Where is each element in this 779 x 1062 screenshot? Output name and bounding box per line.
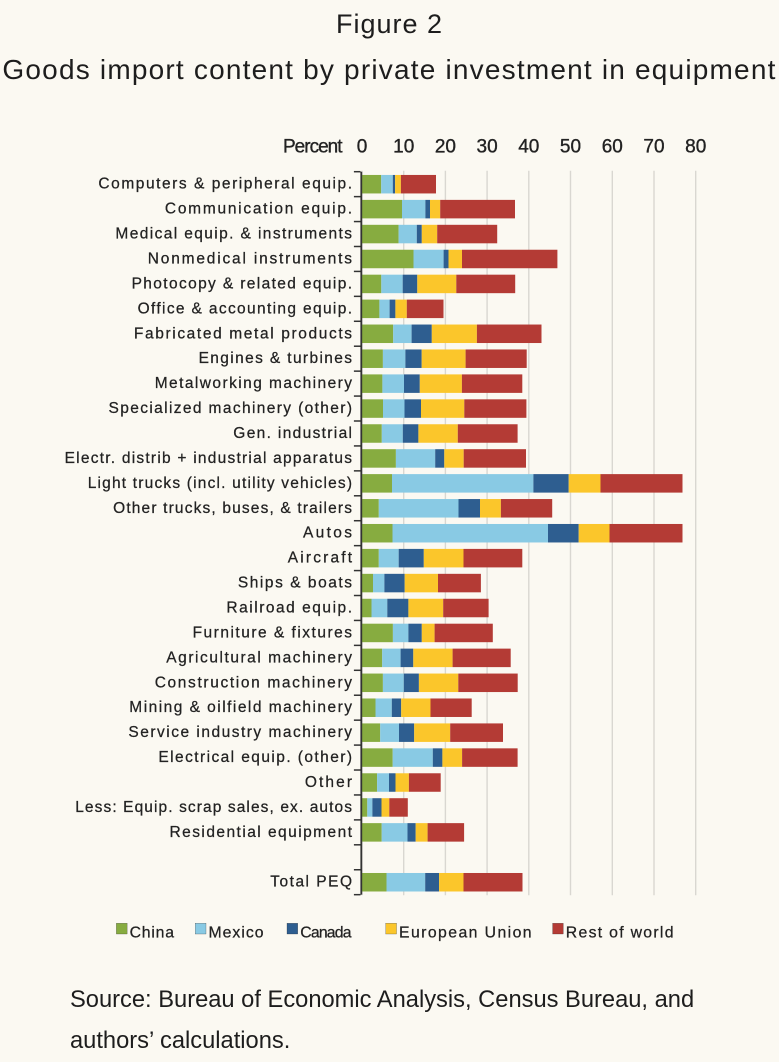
svg-text:Gen. industrial: Gen. industrial [233,425,352,442]
svg-text:Canada: Canada [300,924,352,941]
svg-text:Fabricated metal products: Fabricated metal products [134,325,352,342]
svg-text:Computers & peripheral equip.: Computers & peripheral equip. [98,176,352,193]
svg-text:20: 20 [435,137,456,158]
svg-text:Medical equip. & instruments: Medical equip. & instruments [115,226,352,243]
svg-text:Service industry machinery: Service industry machinery [128,724,352,741]
svg-text:Engines & turbines: Engines & turbines [199,350,353,367]
svg-text:Communication equip.: Communication equip. [165,201,352,218]
svg-text:30: 30 [477,137,498,158]
svg-text:Electr. distrib + industrial a: Electr. distrib + industrial apparatus [65,450,353,467]
svg-text:Total PEQ: Total PEQ [270,874,352,891]
svg-text:Construction machinery: Construction machinery [155,674,353,691]
svg-text:Other: Other [305,774,352,791]
svg-text:Specialized machinery (other): Specialized machinery (other) [109,400,353,417]
svg-text:0: 0 [357,137,368,158]
svg-text:Aircraft: Aircraft [288,550,353,567]
svg-text:Less: Equip. scrap sales, ex.: Less: Equip. scrap sales, ex. autos [75,799,352,816]
svg-text:Railroad equip.: Railroad equip. [226,600,352,617]
svg-text:Mining & oilfield machinery: Mining & oilfield machinery [129,699,352,716]
svg-text:40: 40 [518,137,539,158]
svg-text:50: 50 [560,137,581,158]
svg-text:80: 80 [685,137,706,158]
svg-text:Other trucks, buses, & trailer: Other trucks, buses, & trailers [113,500,352,517]
svg-text:10: 10 [393,137,414,158]
svg-text:Autos: Autos [303,525,352,542]
svg-text:Rest of world: Rest of world [566,924,674,941]
svg-text:Ships & boats: Ships & boats [238,575,352,592]
svg-text:Light trucks (incl. utility ve: Light trucks (incl. utility vehicles) [88,475,352,492]
svg-text:Agricultural machinery: Agricultural machinery [166,649,352,666]
svg-text:Electrical equip. (other): Electrical equip. (other) [158,749,352,766]
svg-text:Metalworking machinery: Metalworking machinery [155,375,353,392]
svg-text:Office & accounting equip.: Office & accounting equip. [138,300,352,317]
svg-text:China: China [130,924,175,941]
svg-text:Mexico: Mexico [209,924,264,941]
svg-text:Photocopy & related equip.: Photocopy & related equip. [132,275,352,292]
svg-text:70: 70 [643,137,664,158]
svg-text:60: 60 [602,137,623,158]
svg-text:Furniture & fixtures: Furniture & fixtures [193,624,353,641]
svg-text:European Union: European Union [399,924,532,941]
svg-text:Residential equipment: Residential equipment [170,824,353,841]
svg-text:Nonmedical instruments: Nonmedical instruments [148,251,352,268]
svg-text:Percent: Percent [283,137,343,158]
